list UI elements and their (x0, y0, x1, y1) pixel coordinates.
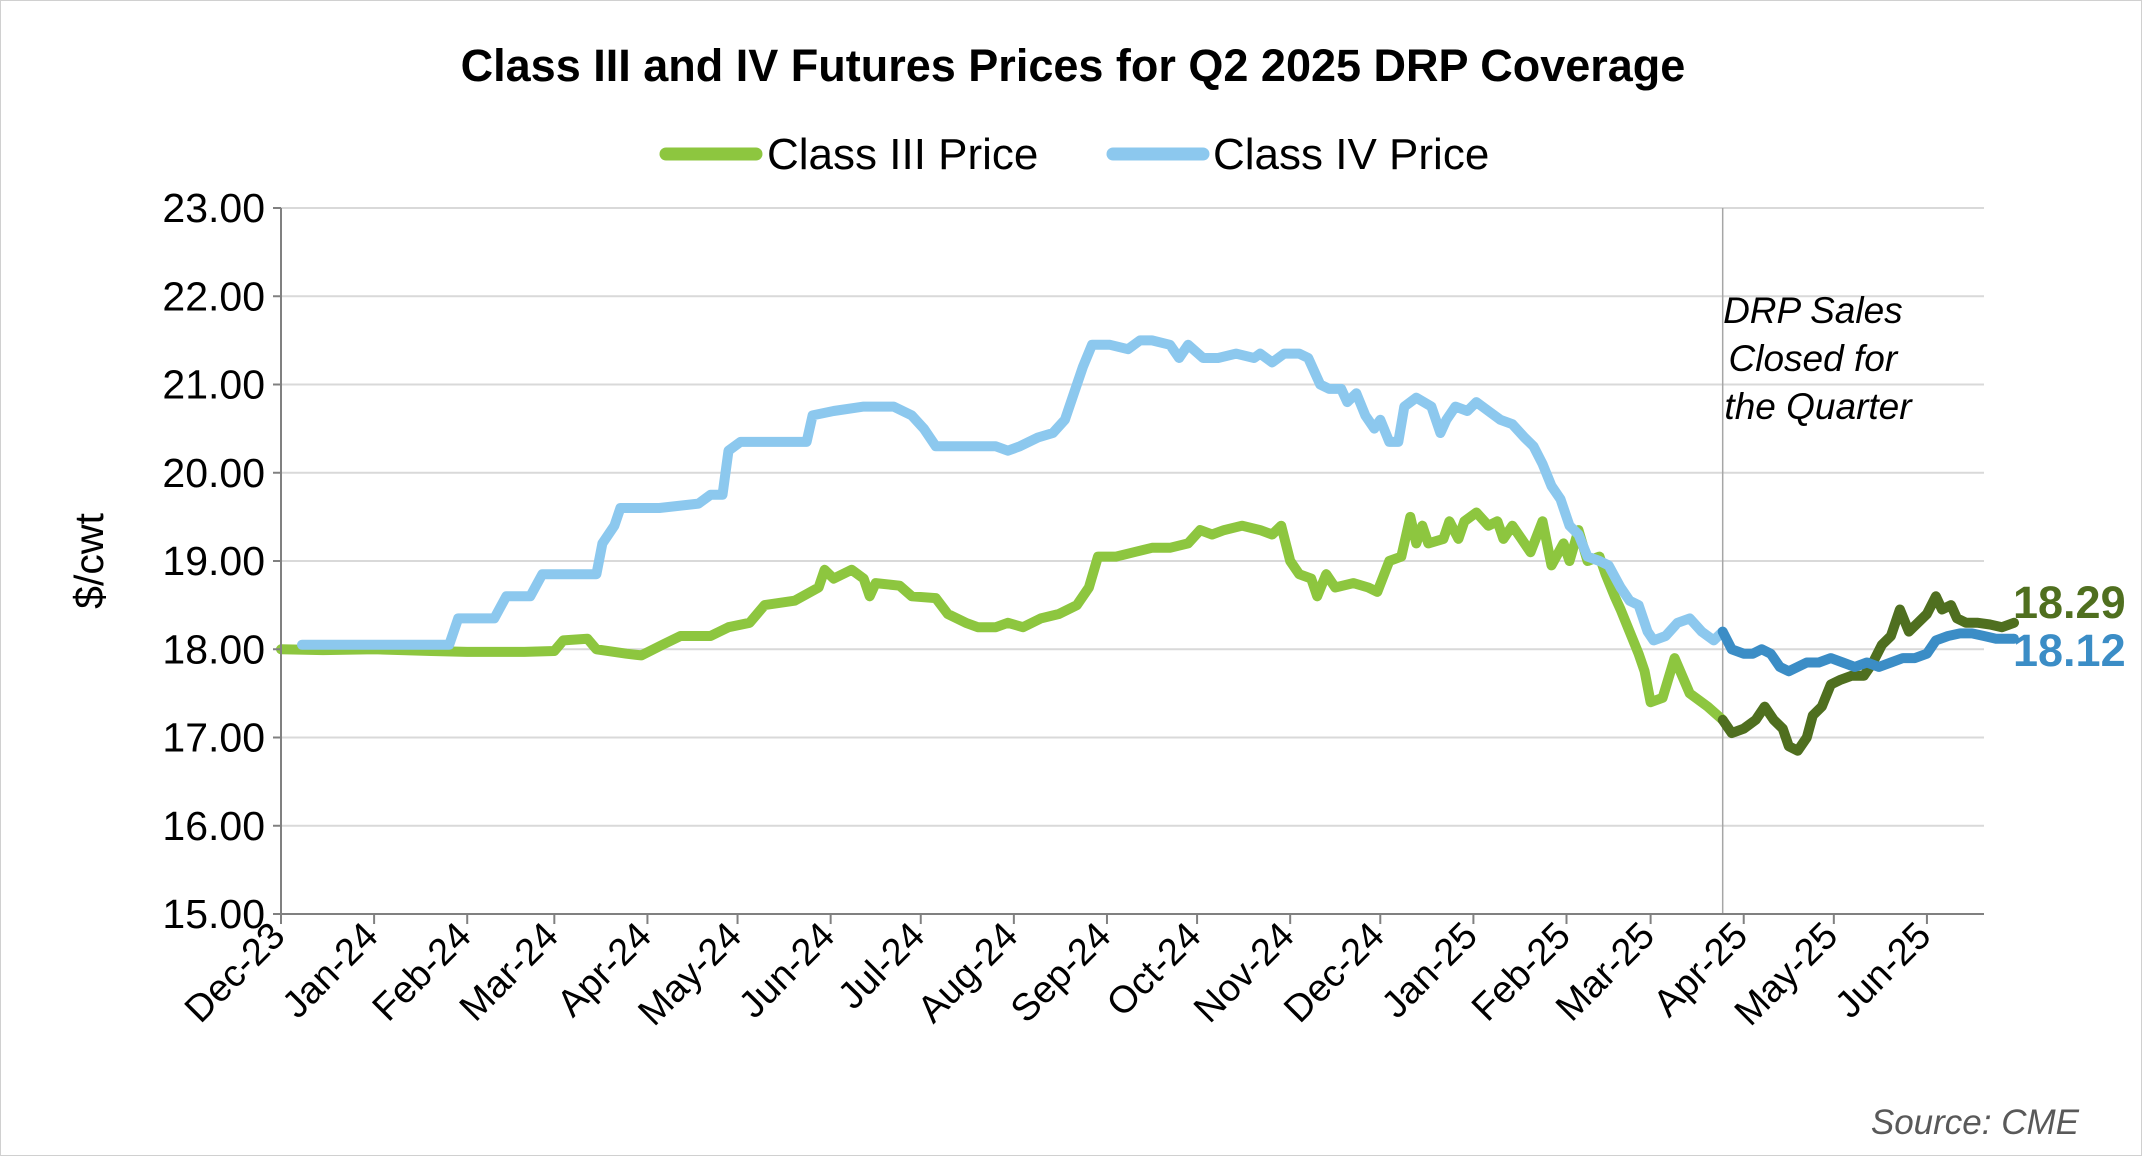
legend-item-class-iv: Class IV Price (1106, 130, 1489, 179)
x-tick-labels: Dec-23Jan-24Feb-24Mar-24Apr-24May-24Jun-… (177, 915, 1939, 1034)
y-axis-label: $/cwt (66, 513, 112, 609)
x-tick-label-3: Mar-24 (452, 915, 567, 1030)
annotation-line-3: the Quarter (1724, 386, 1913, 427)
x-tick-label-12: Dec-24 (1276, 915, 1392, 1031)
y-tick-label-1: 16.00 (162, 803, 265, 849)
y-tick-labels: 15.00 16.00 17.00 18.00 19.00 20.00 21.00 22.00… (162, 185, 265, 937)
y-tick-label-7: 22.00 (162, 273, 265, 319)
axes (273, 207, 1984, 924)
source-note: Source: CME (1871, 1103, 2080, 1142)
x-tick-label-18: Jun-25 (1827, 915, 1939, 1027)
annotation-drp-closed: DRP Sales Closed for the Quarter (1723, 290, 1913, 427)
x-tick-label-9: Sep-24 (1003, 915, 1119, 1031)
chart-title: Class III and IV Futures Prices for Q2 2… (461, 40, 1686, 91)
y-tick-label-0: 15.00 (162, 891, 265, 937)
legend-label-class-iii: Class III Price (767, 130, 1038, 179)
legend-item-class-iii: Class III Price (659, 130, 1038, 179)
end-label-class-iv: 18.12 (2013, 625, 2126, 676)
gridlines (281, 207, 1984, 827)
y-tick-label-5: 20.00 (162, 450, 265, 496)
x-tick-label-6: Jun-24 (731, 915, 843, 1027)
annotation-line-1: DRP Sales (1723, 290, 1903, 331)
series-line-0-before-divider (276, 507, 1728, 725)
y-tick-label-2: 17.00 (162, 715, 265, 761)
series-line-1-after-divider (1717, 626, 2019, 677)
series-line-1-before-divider (297, 335, 1728, 650)
x-tick-label-5: May-24 (631, 915, 750, 1034)
annotation-line-2: Closed for (1729, 338, 1899, 379)
series-line-0-after-divider (1717, 591, 2019, 756)
y-tick-label-8: 23.00 (162, 185, 265, 231)
x-tick-label-1: Jan-24 (275, 915, 387, 1027)
x-tick-label-13: Jan-25 (1374, 915, 1486, 1027)
x-tick-label-2: Feb-24 (365, 915, 480, 1030)
x-tick-label-11: Nov-24 (1186, 915, 1302, 1031)
y-tick-label-6: 21.00 (162, 362, 265, 408)
x-tick-label-17: May-25 (1727, 915, 1846, 1034)
legend: Class III Price Class IV Price (659, 130, 1489, 179)
y-tick-label-3: 18.00 (162, 626, 265, 672)
series-lines (276, 335, 2019, 756)
y-tick-label-4: 19.00 (162, 538, 265, 584)
legend-label-class-iv: Class IV Price (1213, 130, 1489, 179)
end-label-class-iii: 18.29 (2013, 577, 2126, 628)
x-tick-label-8: Aug-24 (910, 915, 1026, 1031)
